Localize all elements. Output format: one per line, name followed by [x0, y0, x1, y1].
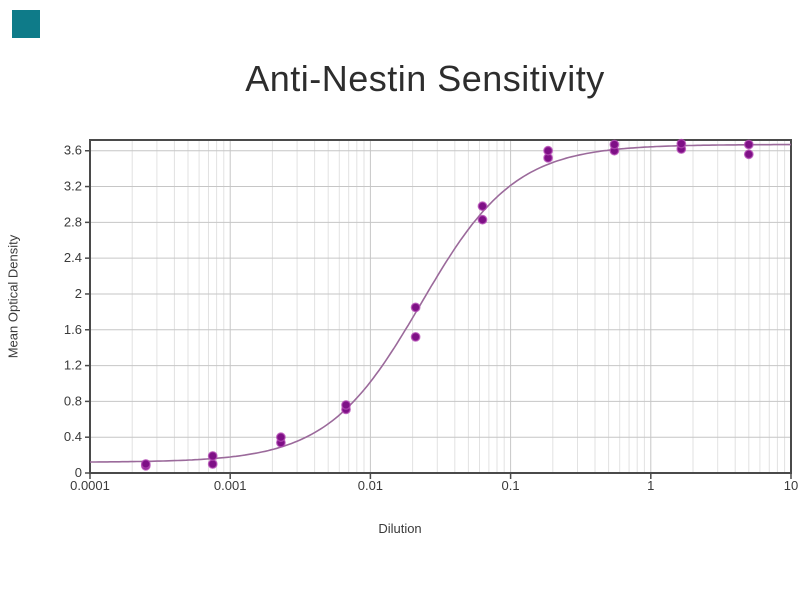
x-tick-label: 10 — [784, 478, 798, 493]
y-tick-label: 0 — [75, 465, 82, 480]
data-point — [275, 432, 286, 443]
x-tick-label: 0.0001 — [70, 478, 110, 493]
y-tick-label: 2 — [75, 286, 82, 301]
data-point — [410, 302, 421, 313]
y-tick-label: 0.8 — [64, 393, 82, 408]
axes — [85, 139, 792, 479]
chart-title: Anti-Nestin Sensitivity — [245, 58, 605, 99]
data-point — [410, 331, 421, 342]
sigmoid-curve — [90, 143, 791, 463]
data-point — [543, 145, 553, 156]
y-tick-label: 2.4 — [64, 250, 82, 265]
data-point — [140, 459, 151, 469]
data-point — [609, 139, 620, 150]
y-tick-label: 0.4 — [64, 429, 82, 444]
data-point — [743, 149, 754, 160]
tick-labels: 0.0001 0.001 0.01 0.1 1 10 0 0.4 0.8 1.2 1.6 2 2.4 2.… — [64, 143, 798, 493]
data-point — [743, 139, 754, 150]
x-tick-label: 0.001 — [214, 478, 247, 493]
x-tick-label: 0.01 — [358, 478, 383, 493]
brand-logo-square — [12, 10, 40, 38]
y-tick-label: 2.8 — [64, 214, 82, 229]
data-points — [140, 138, 754, 471]
grid-lines — [90, 140, 791, 473]
data-point — [341, 400, 351, 410]
data-point — [477, 201, 488, 212]
x-tick-label: 1 — [647, 478, 654, 493]
y-tick-label: 1.6 — [64, 322, 82, 337]
x-tick-label: 0.1 — [502, 478, 520, 493]
y-tick-label: 3.6 — [64, 143, 82, 158]
y-tick-label: 1.2 — [64, 358, 82, 373]
data-point — [207, 451, 218, 461]
data-point — [477, 214, 488, 225]
data-point — [676, 138, 687, 149]
y-tick-label: 3.2 — [64, 179, 82, 194]
fit-curve — [90, 143, 791, 463]
x-axis-title: Dilution — [378, 521, 422, 536]
data-point — [207, 459, 218, 469]
